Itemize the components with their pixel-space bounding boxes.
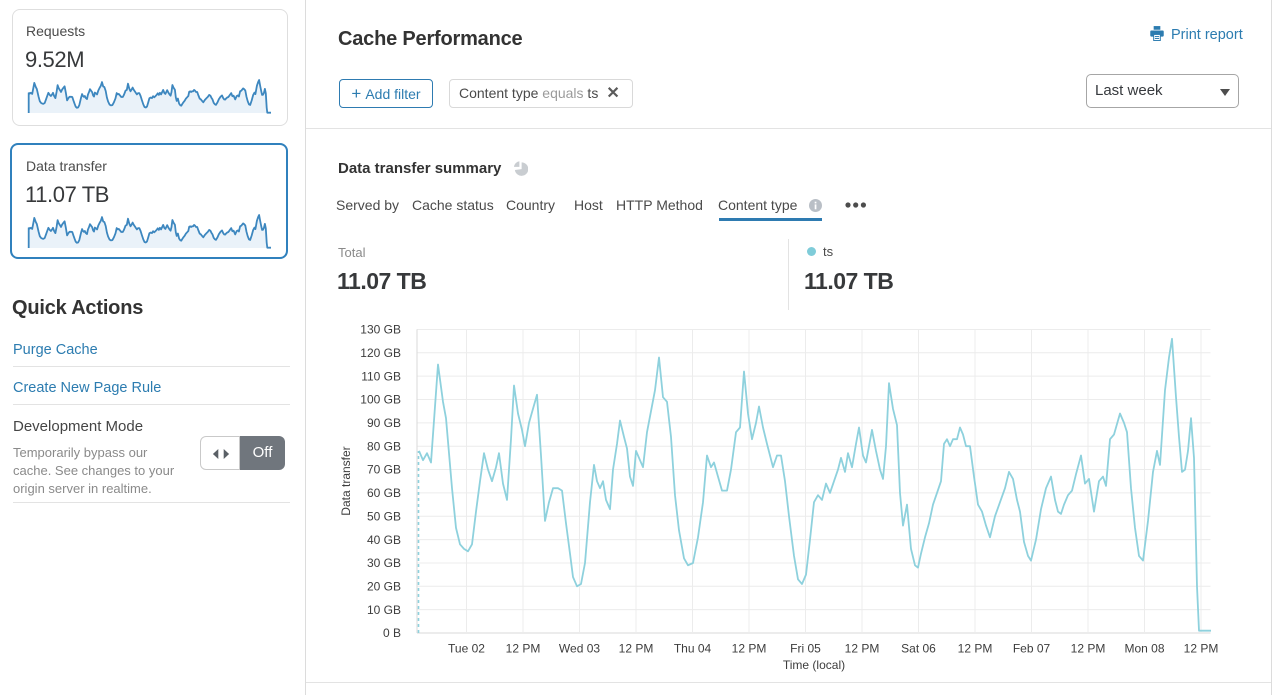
svg-text:20 GB: 20 GB — [367, 580, 401, 594]
svg-text:110 GB: 110 GB — [361, 369, 401, 383]
svg-text:90 GB: 90 GB — [367, 416, 401, 430]
svg-text:12 PM: 12 PM — [1184, 642, 1219, 656]
svg-text:12 PM: 12 PM — [958, 642, 993, 656]
svg-text:40 GB: 40 GB — [367, 533, 401, 547]
svg-text:0 B: 0 B — [383, 626, 401, 640]
svg-text:Data transfer: Data transfer — [339, 446, 353, 515]
svg-text:12 PM: 12 PM — [732, 642, 767, 656]
svg-text:12 PM: 12 PM — [506, 642, 541, 656]
svg-text:12 PM: 12 PM — [619, 642, 654, 656]
svg-text:80 GB: 80 GB — [367, 439, 401, 453]
svg-text:12 PM: 12 PM — [1071, 642, 1106, 656]
svg-text:50 GB: 50 GB — [367, 510, 401, 524]
svg-text:120 GB: 120 GB — [360, 346, 401, 360]
svg-text:70 GB: 70 GB — [367, 463, 401, 477]
svg-text:Mon 08: Mon 08 — [1124, 642, 1164, 656]
svg-text:Time (local): Time (local) — [783, 658, 845, 672]
svg-text:100 GB: 100 GB — [360, 393, 401, 407]
svg-text:130 GB: 130 GB — [360, 323, 401, 337]
svg-text:12 PM: 12 PM — [845, 642, 880, 656]
svg-text:Wed 03: Wed 03 — [559, 642, 600, 656]
svg-text:Fri 05: Fri 05 — [790, 642, 821, 656]
svg-text:10 GB: 10 GB — [367, 603, 401, 617]
svg-text:Thu 04: Thu 04 — [674, 642, 712, 656]
svg-text:30 GB: 30 GB — [367, 556, 401, 570]
svg-text:Sat 06: Sat 06 — [901, 642, 936, 656]
svg-text:Tue 02: Tue 02 — [448, 642, 485, 656]
svg-text:60 GB: 60 GB — [367, 486, 401, 500]
svg-text:Feb 07: Feb 07 — [1013, 642, 1051, 656]
